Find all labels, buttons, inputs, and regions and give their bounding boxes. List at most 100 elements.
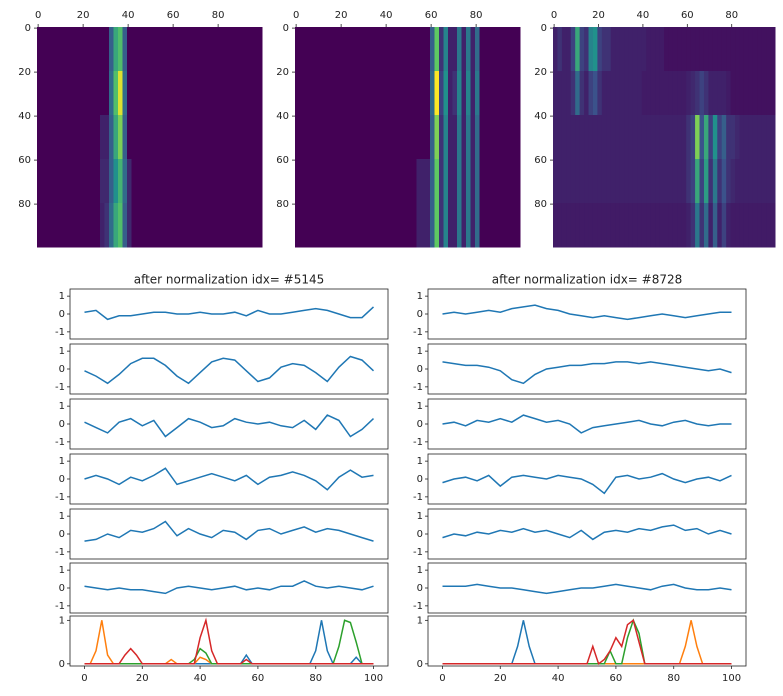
heat-cell — [557, 71, 563, 116]
heat-cell — [362, 159, 368, 204]
heat-cell — [353, 27, 359, 72]
heat-cell — [475, 159, 480, 204]
heat-cell — [443, 203, 449, 248]
heat-cell — [703, 71, 709, 116]
y-tick-label: 40 — [18, 111, 31, 122]
heat-cell — [766, 115, 772, 160]
heat-cell — [185, 71, 191, 116]
heat-cell — [686, 71, 692, 116]
heat-cell — [430, 159, 435, 204]
heat-cell — [248, 203, 254, 248]
heat-cell — [335, 203, 341, 248]
heat-cell — [650, 115, 656, 160]
heat-cell — [59, 27, 65, 72]
heat-cell — [766, 159, 772, 204]
heat-cell — [326, 71, 332, 116]
heat-cell — [185, 203, 191, 248]
x-tick-label: 40 — [194, 673, 207, 684]
heat-cell — [158, 203, 164, 248]
y-tick-label: 20 — [18, 67, 31, 78]
heat-cell — [118, 203, 123, 248]
heat-cell — [217, 115, 222, 160]
heat-cell — [91, 115, 96, 160]
y-tick-label: 1 — [59, 291, 65, 302]
heat-cell — [127, 159, 132, 204]
heat-cell — [619, 71, 625, 116]
heat-cell — [308, 115, 314, 160]
heat-cell — [606, 115, 612, 160]
axes-frame — [427, 288, 747, 340]
x-tick-label: 20 — [77, 10, 90, 21]
heat-cell — [761, 159, 767, 204]
heat-cell — [230, 27, 236, 72]
heat-cell — [632, 71, 638, 116]
heat-cell — [304, 159, 309, 204]
heat-cell — [479, 71, 485, 116]
y-tick-label: -1 — [55, 492, 65, 503]
heat-cell — [668, 71, 674, 116]
heat-cell — [646, 71, 652, 116]
heat-cell — [331, 115, 336, 160]
heat-cell — [735, 115, 740, 160]
heat-cell — [41, 203, 47, 248]
x-tick-label: 60 — [425, 10, 438, 21]
heat-cell — [425, 203, 431, 248]
heat-cell — [588, 27, 594, 72]
heat-cell — [335, 71, 341, 116]
heat-cell — [739, 159, 745, 204]
heat-cell — [484, 27, 489, 72]
heat-cell — [601, 71, 607, 116]
heat-cell — [712, 159, 718, 204]
heat-cell — [203, 203, 209, 248]
heat-cell — [340, 27, 345, 72]
heat-cell — [221, 71, 227, 116]
heat-cell — [226, 203, 231, 248]
heat-cell — [203, 115, 209, 160]
heat-cell — [690, 115, 696, 160]
heat-cell — [597, 159, 603, 204]
y-tick-label: 1 — [59, 615, 65, 626]
heat-cell — [317, 71, 323, 116]
heat-cell — [726, 27, 732, 72]
heat-cell — [561, 115, 567, 160]
heat-cell — [308, 159, 314, 204]
heat-cell — [37, 71, 42, 116]
heat-cell — [416, 203, 422, 248]
heat-cell — [199, 71, 204, 116]
heat-cell — [506, 27, 512, 72]
heat-cell — [641, 71, 647, 116]
heat-cell — [721, 71, 727, 116]
x-tick-label: 100 — [364, 673, 383, 684]
heat-cell — [610, 203, 616, 248]
heat-cell — [344, 115, 350, 160]
heat-cell — [41, 27, 47, 72]
heat-cell — [149, 71, 155, 116]
heat-cell — [257, 115, 263, 160]
heat-cell — [358, 203, 363, 248]
heat-cell — [434, 115, 440, 160]
heat-cell — [217, 71, 222, 116]
heat-cell — [235, 27, 240, 72]
y-tick-label: 80 — [276, 199, 289, 210]
heat-cell — [681, 203, 687, 248]
y-tick-label: 20 — [534, 67, 547, 78]
heat-cell — [253, 203, 258, 248]
heat-cell — [588, 115, 594, 160]
heat-cell — [167, 27, 173, 72]
heat-cell — [659, 203, 665, 248]
heat-cell — [91, 27, 96, 72]
heat-cell — [579, 159, 585, 204]
heat-cell — [770, 71, 776, 116]
heat-cell — [131, 71, 137, 116]
heat-cell — [82, 203, 87, 248]
heat-cell — [488, 27, 494, 72]
heat-cell — [726, 71, 732, 116]
heat-cell — [448, 115, 453, 160]
heat-cell — [380, 203, 386, 248]
heat-cell — [479, 159, 485, 204]
heat-cell — [748, 203, 754, 248]
heat-cell — [443, 159, 449, 204]
heat-cell — [430, 203, 435, 248]
heat-cell — [601, 159, 607, 204]
heat-cell — [502, 115, 507, 160]
